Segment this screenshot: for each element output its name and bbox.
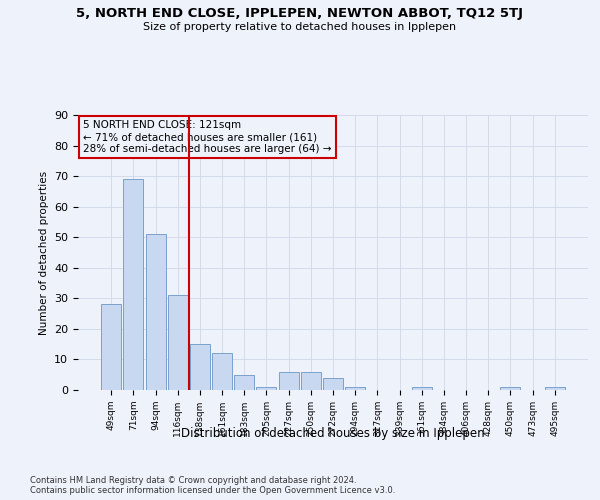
Bar [234, 374, 254, 390]
Bar [168, 296, 188, 390]
Bar [212, 354, 232, 390]
Bar [323, 378, 343, 390]
Bar [301, 372, 321, 390]
Bar [124, 179, 143, 390]
Bar [101, 304, 121, 390]
Text: 5, NORTH END CLOSE, IPPLEPEN, NEWTON ABBOT, TQ12 5TJ: 5, NORTH END CLOSE, IPPLEPEN, NEWTON ABB… [77, 8, 523, 20]
Bar [545, 387, 565, 390]
Bar [412, 387, 432, 390]
Text: 5 NORTH END CLOSE: 121sqm
← 71% of detached houses are smaller (161)
28% of semi: 5 NORTH END CLOSE: 121sqm ← 71% of detac… [83, 120, 332, 154]
Text: Distribution of detached houses by size in Ipplepen: Distribution of detached houses by size … [181, 428, 485, 440]
Y-axis label: Number of detached properties: Number of detached properties [38, 170, 49, 334]
Bar [190, 344, 210, 390]
Bar [146, 234, 166, 390]
Text: Contains HM Land Registry data © Crown copyright and database right 2024.
Contai: Contains HM Land Registry data © Crown c… [30, 476, 395, 495]
Bar [345, 387, 365, 390]
Bar [500, 387, 520, 390]
Bar [256, 387, 277, 390]
Bar [278, 372, 299, 390]
Text: Size of property relative to detached houses in Ipplepen: Size of property relative to detached ho… [143, 22, 457, 32]
